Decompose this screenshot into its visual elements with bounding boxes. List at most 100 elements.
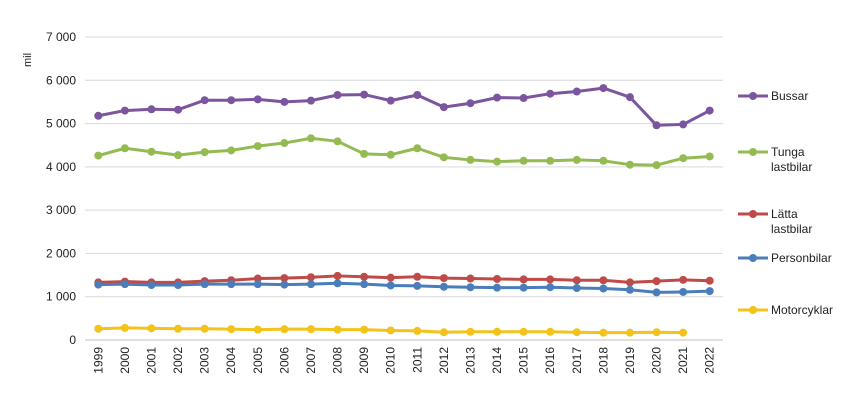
- data-point: [679, 328, 688, 337]
- data-point: [306, 325, 315, 334]
- x-tick-label: 2009: [357, 347, 371, 374]
- y-tick-label: 2 000: [46, 246, 76, 260]
- data-point: [546, 89, 555, 98]
- series-line: [97, 136, 710, 167]
- x-tick-label: 2005: [251, 347, 265, 374]
- legend-label: Bussar: [771, 89, 808, 103]
- data-point: [572, 328, 581, 337]
- data-point: [413, 281, 422, 290]
- data-point: [360, 325, 369, 334]
- data-point: [333, 271, 342, 280]
- data-point: [227, 96, 236, 105]
- data-point: [360, 280, 369, 289]
- data-point: [705, 276, 714, 285]
- data-point: [679, 287, 688, 296]
- data-point: [599, 284, 608, 293]
- data-point: [439, 103, 448, 112]
- data-point: [572, 284, 581, 293]
- data-point: [493, 157, 502, 166]
- data-point: [253, 325, 262, 334]
- data-point: [333, 137, 342, 146]
- data-point: [227, 280, 236, 289]
- x-tick-label: 2000: [118, 347, 132, 374]
- legend-swatch-marker: [749, 254, 757, 262]
- series-bussar: [94, 84, 714, 130]
- data-point: [227, 325, 236, 334]
- legend-label: lastbilar: [771, 222, 812, 236]
- data-point: [386, 326, 395, 335]
- data-point: [253, 274, 262, 283]
- x-tick-label: 2011: [410, 347, 424, 373]
- data-point: [200, 96, 209, 105]
- x-tick-label: 2002: [171, 347, 185, 374]
- x-tick-label: 2004: [224, 347, 238, 374]
- x-tick-label: 2018: [596, 347, 610, 374]
- data-point: [360, 149, 369, 158]
- x-tick-label: 2017: [570, 347, 584, 374]
- data-point: [572, 87, 581, 96]
- data-point: [439, 282, 448, 291]
- series-line: [98, 281, 710, 294]
- x-tick-label: 2006: [277, 347, 291, 374]
- data-point: [705, 106, 714, 115]
- data-point: [705, 287, 714, 296]
- data-point: [493, 274, 502, 283]
- data-point: [625, 278, 634, 287]
- data-point: [333, 325, 342, 334]
- series-l-tta-lastbilar: [94, 271, 714, 287]
- data-point: [333, 91, 342, 100]
- data-point: [546, 275, 555, 284]
- x-tick-label: 2010: [384, 347, 398, 374]
- data-point: [466, 155, 475, 164]
- series-personbilar: [94, 279, 714, 297]
- data-point: [386, 150, 395, 159]
- legend-swatch-marker: [749, 306, 757, 314]
- data-point: [147, 147, 156, 156]
- series-motorcyklar: [94, 323, 688, 337]
- data-point: [120, 106, 129, 115]
- x-tick-label: 2019: [623, 347, 637, 374]
- data-point: [599, 156, 608, 165]
- data-point: [652, 277, 661, 286]
- y-tick-label: 6 000: [46, 73, 76, 87]
- data-point: [94, 151, 103, 160]
- data-point: [546, 156, 555, 165]
- y-tick-label: 3 000: [46, 203, 76, 217]
- data-point: [493, 93, 502, 102]
- legend-label: Tunga: [771, 145, 805, 159]
- data-point: [572, 155, 581, 164]
- data-point: [519, 275, 528, 284]
- data-point: [439, 328, 448, 337]
- y-tick-label: 5 000: [46, 117, 76, 131]
- y-tick-label: 1 000: [46, 290, 76, 304]
- data-point: [174, 281, 183, 290]
- data-point: [174, 105, 183, 114]
- series: [94, 84, 714, 337]
- data-point: [705, 152, 714, 161]
- legend-swatch-marker: [749, 148, 757, 156]
- x-tick-label: 2014: [490, 347, 504, 374]
- legend-swatch-marker: [749, 92, 757, 100]
- legend-item: Motorcyklar: [738, 303, 833, 317]
- grid-lines: [85, 36, 723, 298]
- data-point: [200, 324, 209, 333]
- data-point: [519, 327, 528, 336]
- data-point: [174, 151, 183, 160]
- y-axis: 0 1 000 2 000 3 000 4 000 5 000 6 000 7 000: [46, 30, 723, 347]
- x-tick-label: 2015: [517, 347, 531, 374]
- data-point: [306, 134, 315, 143]
- data-point: [652, 288, 661, 297]
- data-point: [253, 142, 262, 151]
- y-tick-label: 0: [69, 333, 76, 347]
- data-point: [679, 275, 688, 284]
- data-point: [413, 91, 422, 100]
- series-tunga-lastbilar: [94, 134, 714, 170]
- data-point: [306, 273, 315, 282]
- x-tick-label: 2016: [543, 347, 557, 374]
- legend-item: Personbilar: [738, 251, 832, 265]
- x-tick-label: 2001: [144, 347, 158, 374]
- data-point: [625, 328, 634, 337]
- series-line: [98, 274, 710, 284]
